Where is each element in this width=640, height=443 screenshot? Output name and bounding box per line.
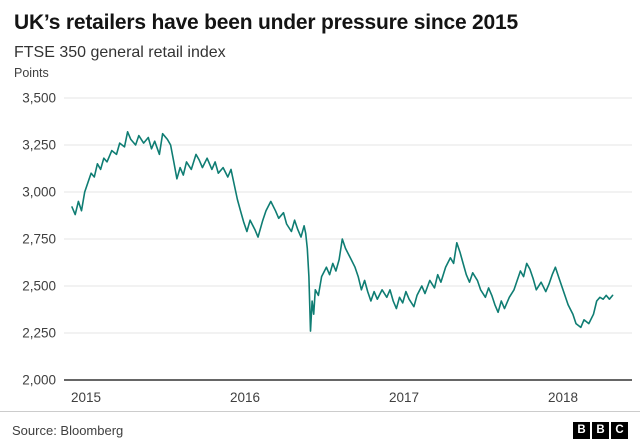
y-tick-label: 2,500 [22,279,56,294]
source-text: Source: Bloomberg [12,423,124,438]
chart-area: 3,500 3,250 3,000 2,750 2,500 2,250 2,000 2015 2… [0,63,640,411]
y-tick-label: 2,000 [22,373,56,388]
y-tick-label: 3,250 [22,138,56,153]
x-tick-label: 2018 [548,390,578,405]
x-tick-label: 2017 [389,390,419,405]
x-tick-label: 2016 [230,390,260,405]
y-axis-unit-label: Points [14,66,49,80]
y-tick-label: 2,750 [22,232,56,247]
bbc-logo-block: B [592,422,609,439]
y-tick-label: 2,250 [22,326,56,341]
y-tick-label: 3,000 [22,185,56,200]
index-line-series [71,131,614,332]
bbc-logo-block: B [573,422,590,439]
page-title: UK’s retailers have been under pressure … [14,11,518,34]
bbc-logo-block: C [611,422,628,439]
bbc-logo: B B C [573,422,628,439]
footer: Source: Bloomberg B B C [0,411,640,443]
chart-header: UK’s retailers have been under pressure … [0,0,640,63]
chart-subtitle: FTSE 350 general retail index [14,44,226,61]
chart-svg: 3,500 3,250 3,000 2,750 2,500 2,250 2,000 2015 2… [14,66,632,405]
y-tick-label: 3,500 [22,91,56,106]
x-tick-label: 2015 [71,390,101,405]
